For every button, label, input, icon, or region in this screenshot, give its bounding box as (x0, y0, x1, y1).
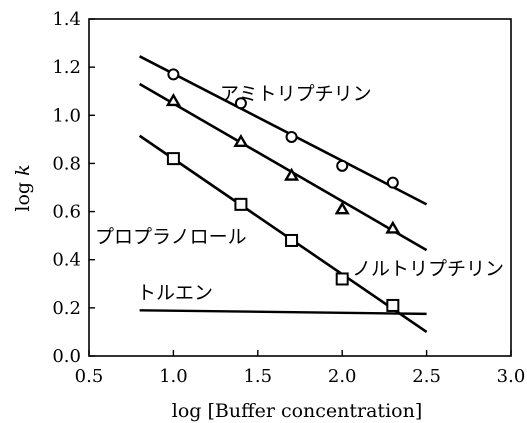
data-point-circle (386, 176, 399, 189)
plot-frame (88, 18, 512, 357)
x-axis-title: log [Buffer concentration] (172, 400, 422, 422)
data-point-triangle (165, 93, 181, 107)
x-tick-label: 1.0 (159, 366, 188, 387)
y-tick-label: 0.8 (52, 153, 81, 174)
data-point-circle (167, 68, 180, 81)
x-tick-label: 3.0 (497, 366, 526, 387)
y-tick-label: 0.4 (52, 250, 81, 271)
fit-line-0 (139, 55, 428, 206)
data-point-circle (234, 97, 247, 110)
y-tick-label: 1.4 (52, 9, 81, 30)
x-tick-label: 2.0 (328, 366, 357, 387)
x-tick-label: 0.5 (75, 366, 104, 387)
data-point-square (335, 272, 349, 286)
x-tick-label: 2.5 (412, 366, 441, 387)
y-axis-title: log k (12, 164, 34, 211)
fit-lines (138, 55, 428, 334)
data-point-square (386, 298, 400, 312)
y-axis-title-main: log (12, 176, 34, 212)
x-tick-label: 1.5 (243, 366, 272, 387)
series-label-3: トルエン (137, 282, 213, 304)
y-axis-title-k: k (12, 164, 34, 176)
data-point-circle (285, 130, 298, 143)
data-point-square (166, 152, 180, 166)
y-tick-label: 1.0 (52, 105, 81, 126)
y-tick-label: 0.0 (52, 346, 81, 367)
series-label-1: プロプラノロール (95, 226, 247, 248)
data-point-triangle (385, 220, 401, 234)
series-label-2: ノルトリプチリン (352, 258, 504, 280)
fit-line-1 (138, 82, 428, 252)
data-point-triangle (283, 167, 300, 181)
data-point-triangle (233, 133, 249, 148)
data-point-square (285, 233, 299, 247)
data-point-square (234, 197, 248, 211)
fit-line-2 (138, 134, 428, 334)
series-label-0: アミトリプチリン (220, 83, 372, 105)
data-markers (165, 68, 401, 312)
y-tick-label: 0.2 (52, 298, 81, 319)
ticks: 0.5 1.0 1.5 2.0 2.5 3.0 0.0 0.2 0.4 0.6 0.8 1.0 1.2 1… (52, 9, 525, 387)
y-tick-label: 1.2 (52, 57, 81, 78)
data-point-circle (336, 159, 349, 172)
y-tick-label: 0.6 (52, 202, 81, 223)
fit-line-3 (139, 309, 427, 316)
data-point-triangle (334, 201, 350, 215)
axes (88, 18, 512, 357)
